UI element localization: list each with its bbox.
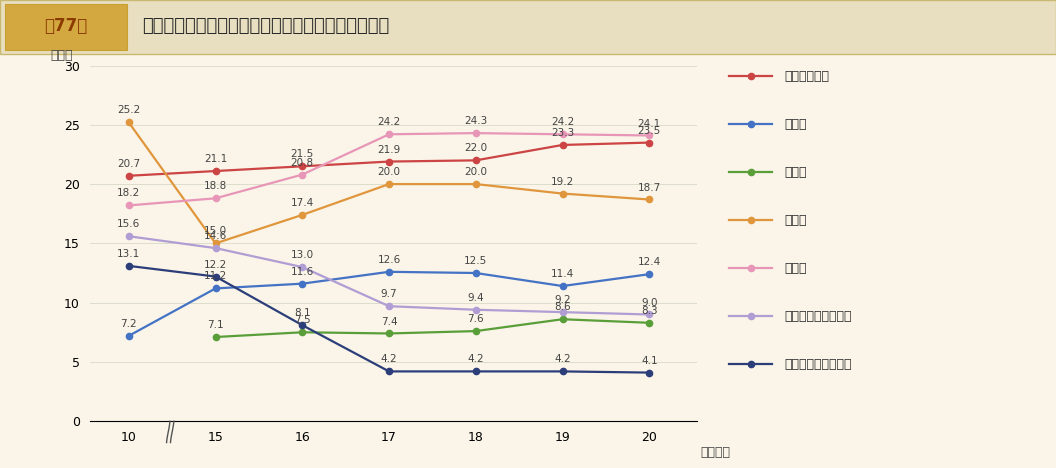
- Text: 20.0: 20.0: [465, 167, 487, 177]
- Bar: [5, 4, 127, 50]
- Text: 4.2: 4.2: [554, 354, 571, 365]
- Text: 町村（１万人以上）: 町村（１万人以上）: [785, 310, 852, 323]
- Text: （％）: （％）: [51, 49, 73, 62]
- Text: 7.6: 7.6: [468, 314, 484, 324]
- Text: 23.3: 23.3: [551, 128, 574, 138]
- Text: 団体規模別決算規模構成比の推移（その１　歳入）: 団体規模別決算規模構成比の推移（その１ 歳入）: [143, 17, 390, 35]
- Text: 18.2: 18.2: [117, 189, 140, 198]
- Text: 24.2: 24.2: [377, 117, 400, 127]
- Text: 21.5: 21.5: [290, 149, 314, 159]
- Text: 7.4: 7.4: [381, 316, 397, 327]
- Text: 11.4: 11.4: [551, 269, 574, 279]
- Text: 20.0: 20.0: [378, 167, 400, 177]
- Text: 11.2: 11.2: [204, 271, 227, 281]
- Text: 4.1: 4.1: [641, 356, 658, 366]
- Text: 特例市: 特例市: [785, 166, 807, 179]
- Text: 24.3: 24.3: [465, 116, 488, 126]
- Text: 小都市: 小都市: [785, 262, 807, 275]
- Text: 12.4: 12.4: [638, 257, 661, 267]
- Text: 11.6: 11.6: [290, 267, 314, 277]
- Text: 9.0: 9.0: [641, 298, 658, 307]
- Text: 12.5: 12.5: [465, 256, 488, 266]
- Text: 4.2: 4.2: [381, 354, 397, 365]
- Text: 24.1: 24.1: [638, 118, 661, 129]
- Text: 8.1: 8.1: [294, 308, 310, 318]
- Text: 12.6: 12.6: [377, 255, 400, 265]
- Text: 15.6: 15.6: [117, 219, 140, 229]
- Text: 7.1: 7.1: [207, 320, 224, 330]
- Text: 15.0: 15.0: [204, 227, 227, 236]
- Text: 22.0: 22.0: [465, 143, 487, 154]
- Text: 9.2: 9.2: [554, 295, 571, 305]
- Text: 13.0: 13.0: [290, 250, 314, 260]
- Text: 13.1: 13.1: [117, 249, 140, 259]
- Text: 12.2: 12.2: [204, 260, 227, 270]
- Text: 9.4: 9.4: [468, 293, 484, 303]
- Text: 第77図: 第77図: [44, 17, 87, 35]
- Text: 17.4: 17.4: [290, 198, 314, 208]
- Text: 21.1: 21.1: [204, 154, 227, 164]
- Text: 18.8: 18.8: [204, 182, 227, 191]
- Text: 中核市: 中核市: [785, 118, 807, 131]
- Text: 24.2: 24.2: [551, 117, 574, 127]
- Text: 19.2: 19.2: [551, 176, 574, 187]
- Text: 21.9: 21.9: [377, 145, 400, 154]
- Text: 7.2: 7.2: [120, 319, 137, 329]
- Text: 7.5: 7.5: [294, 315, 310, 325]
- Text: 9.7: 9.7: [381, 289, 397, 299]
- Text: 18.7: 18.7: [638, 183, 661, 192]
- Text: 20.7: 20.7: [117, 159, 140, 169]
- Text: 20.8: 20.8: [290, 158, 314, 168]
- Text: （年度）: （年度）: [700, 446, 730, 459]
- Text: 中都市: 中都市: [785, 214, 807, 227]
- Text: 23.5: 23.5: [638, 125, 661, 136]
- Text: 4.2: 4.2: [468, 354, 484, 365]
- Text: 8.3: 8.3: [641, 306, 658, 316]
- Text: 14.6: 14.6: [204, 231, 227, 241]
- Text: 8.6: 8.6: [554, 302, 571, 312]
- Text: 政令指定都市: 政令指定都市: [785, 70, 830, 83]
- Text: 25.2: 25.2: [117, 105, 140, 116]
- Text: 町村（１万人未満）: 町村（１万人未満）: [785, 358, 852, 371]
